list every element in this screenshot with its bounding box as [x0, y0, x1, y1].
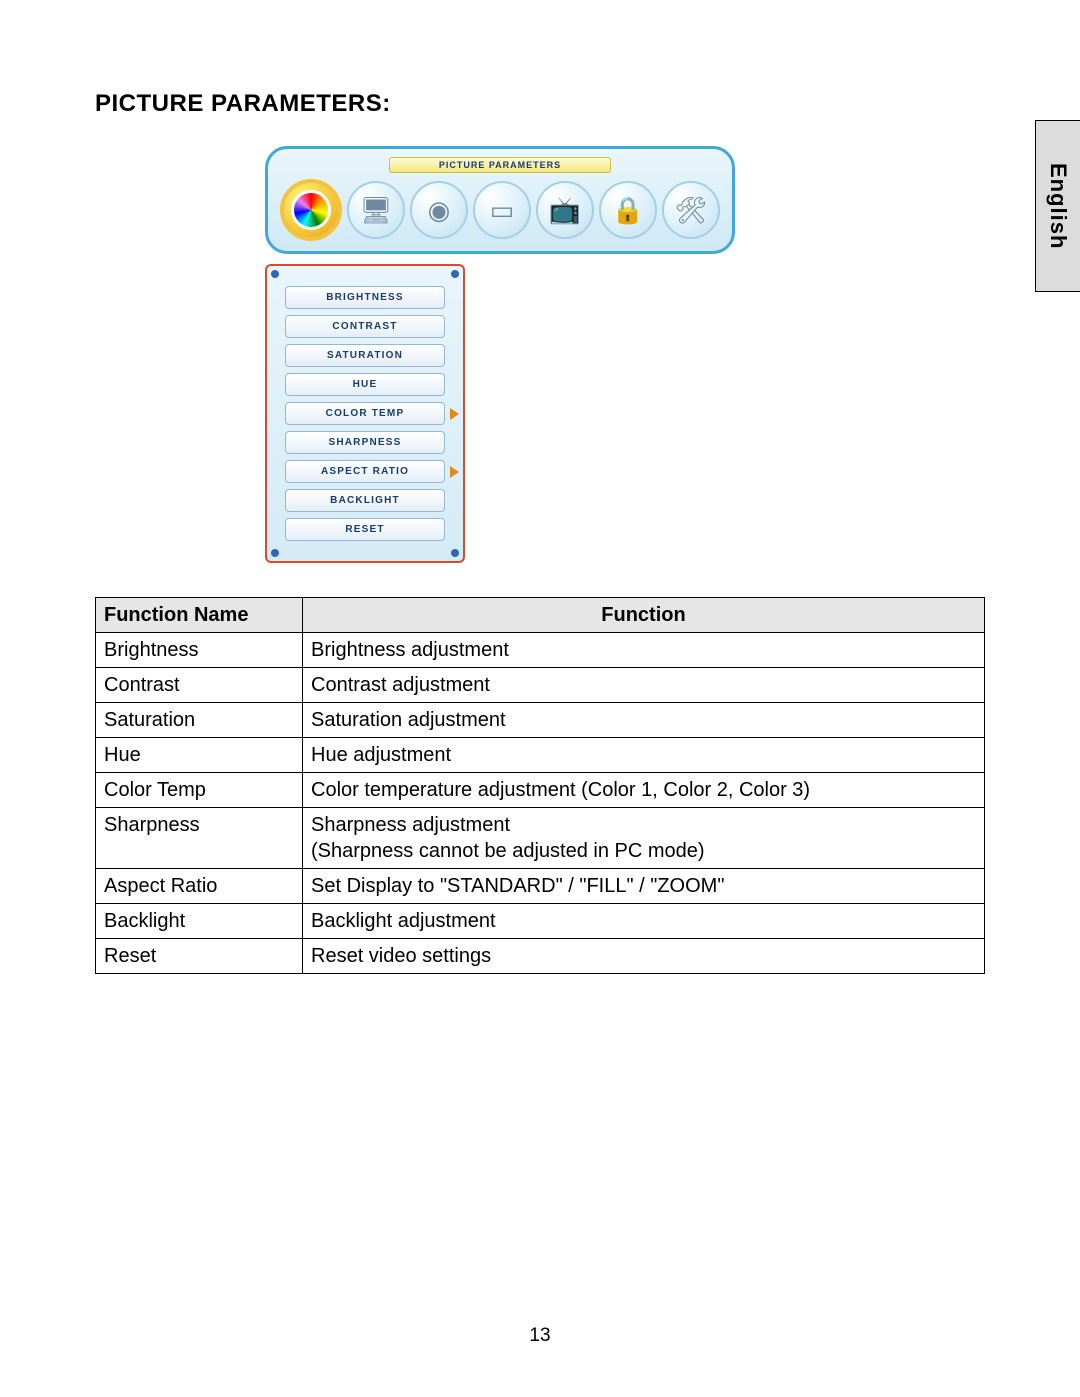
- cell-function-desc: Brightness adjustment: [303, 633, 985, 668]
- cell-function-name: Brightness: [96, 633, 303, 668]
- table-row: BacklightBacklight adjustment: [96, 904, 985, 939]
- cell-function-desc: Reset video settings: [303, 939, 985, 974]
- manual-page: English PICTURE PARAMETERS: PICTURE PARA…: [0, 0, 1080, 1397]
- table-row: BrightnessBrightness adjustment: [96, 633, 985, 668]
- osd-menu-item[interactable]: CONTRAST: [285, 315, 445, 338]
- cell-function-desc: Color temperature adjustment (Color 1, C…: [303, 773, 985, 808]
- osd-menu-item[interactable]: ASPECT RATIO: [285, 460, 445, 483]
- cell-function-name: Color Temp: [96, 773, 303, 808]
- panel-corner-icon: [451, 270, 459, 278]
- osd-submenu-panel: BRIGHTNESS CONTRAST SATURATION HUE COLOR TEM…: [265, 264, 465, 563]
- submenu-arrow-icon: [450, 466, 459, 478]
- panel-corner-icon: [271, 270, 279, 278]
- setup-icon[interactable]: 🛠: [662, 181, 720, 239]
- osd-menu-item-label: BACKLIGHT: [285, 489, 445, 512]
- osd-menu-item-label: CONTRAST: [285, 315, 445, 338]
- page-number: 13: [0, 1325, 1080, 1347]
- column-header-function: Function: [303, 598, 985, 633]
- cell-function-name: Hue: [96, 738, 303, 773]
- cell-function-desc: Saturation adjustment: [303, 703, 985, 738]
- osd-menu-item-label: ASPECT RATIO: [285, 460, 445, 483]
- table-row: Color TempColor temperature adjustment (…: [96, 773, 985, 808]
- audio-icon[interactable]: ◉: [410, 181, 468, 239]
- table-row: Aspect RatioSet Display to "STANDARD" / …: [96, 869, 985, 904]
- osd-item-list: BRIGHTNESS CONTRAST SATURATION HUE COLOR TEM…: [285, 286, 445, 541]
- osd-menu-item[interactable]: BRIGHTNESS: [285, 286, 445, 309]
- osd-menu-item[interactable]: HUE: [285, 373, 445, 396]
- table-header-row: Function Name Function: [96, 598, 985, 633]
- table-row: ResetReset video settings: [96, 939, 985, 974]
- cell-function-name: Reset: [96, 939, 303, 974]
- osd-icon-row: 🖥◉▭📺🔒🛠: [276, 179, 724, 241]
- channel-icon[interactable]: 📺: [536, 181, 594, 239]
- panel-corner-icon: [451, 549, 459, 557]
- table-row: SharpnessSharpness adjustment(Sharpness …: [96, 808, 985, 869]
- osd-menu-item-label: SHARPNESS: [285, 431, 445, 454]
- table-row: ContrastContrast adjustment: [96, 668, 985, 703]
- osd-menu-item-label: COLOR TEMP: [285, 402, 445, 425]
- lock-icon[interactable]: 🔒: [599, 181, 657, 239]
- column-header-name: Function Name: [96, 598, 303, 633]
- panel-corner-icon: [271, 549, 279, 557]
- osd-menu-item[interactable]: COLOR TEMP: [285, 402, 445, 425]
- cell-function-desc: Sharpness adjustment(Sharpness cannot be…: [303, 808, 985, 869]
- language-label: English: [1045, 163, 1071, 249]
- cell-function-name: Saturation: [96, 703, 303, 738]
- osd-top-label: PICTURE PARAMETERS: [389, 157, 611, 173]
- osd-top-bar: PICTURE PARAMETERS 🖥◉▭📺🔒🛠: [265, 146, 735, 254]
- submenu-arrow-icon: [450, 408, 459, 420]
- section-title: PICTURE PARAMETERS:: [95, 90, 985, 118]
- osd-menu-item-label: BRIGHTNESS: [285, 286, 445, 309]
- cell-function-name: Sharpness: [96, 808, 303, 869]
- picture-icon[interactable]: [280, 179, 342, 241]
- tv-icon[interactable]: ▭: [473, 181, 531, 239]
- cell-function-name: Contrast: [96, 668, 303, 703]
- cell-function-desc: Backlight adjustment: [303, 904, 985, 939]
- osd-menu-item-label: SATURATION: [285, 344, 445, 367]
- function-table: Function Name Function BrightnessBrightn…: [95, 597, 985, 974]
- osd-screenshot: PICTURE PARAMETERS 🖥◉▭📺🔒🛠 BRIGHTNESS CONT…: [265, 146, 985, 563]
- table-row: HueHue adjustment: [96, 738, 985, 773]
- osd-menu-item-label: HUE: [285, 373, 445, 396]
- cell-function-desc: Set Display to "STANDARD" / "FILL" / "ZO…: [303, 869, 985, 904]
- language-tab: English: [1035, 120, 1080, 292]
- cell-function-name: Aspect Ratio: [96, 869, 303, 904]
- cell-function-name: Backlight: [96, 904, 303, 939]
- pc-icon[interactable]: 🖥: [347, 181, 405, 239]
- color-wheel-icon: [291, 190, 331, 230]
- osd-menu-item[interactable]: SATURATION: [285, 344, 445, 367]
- cell-function-desc: Contrast adjustment: [303, 668, 985, 703]
- osd-menu-item[interactable]: SHARPNESS: [285, 431, 445, 454]
- table-row: SaturationSaturation adjustment: [96, 703, 985, 738]
- osd-menu-item[interactable]: BACKLIGHT: [285, 489, 445, 512]
- cell-function-desc: Hue adjustment: [303, 738, 985, 773]
- osd-menu-item-label: RESET: [285, 518, 445, 541]
- osd-menu-item[interactable]: RESET: [285, 518, 445, 541]
